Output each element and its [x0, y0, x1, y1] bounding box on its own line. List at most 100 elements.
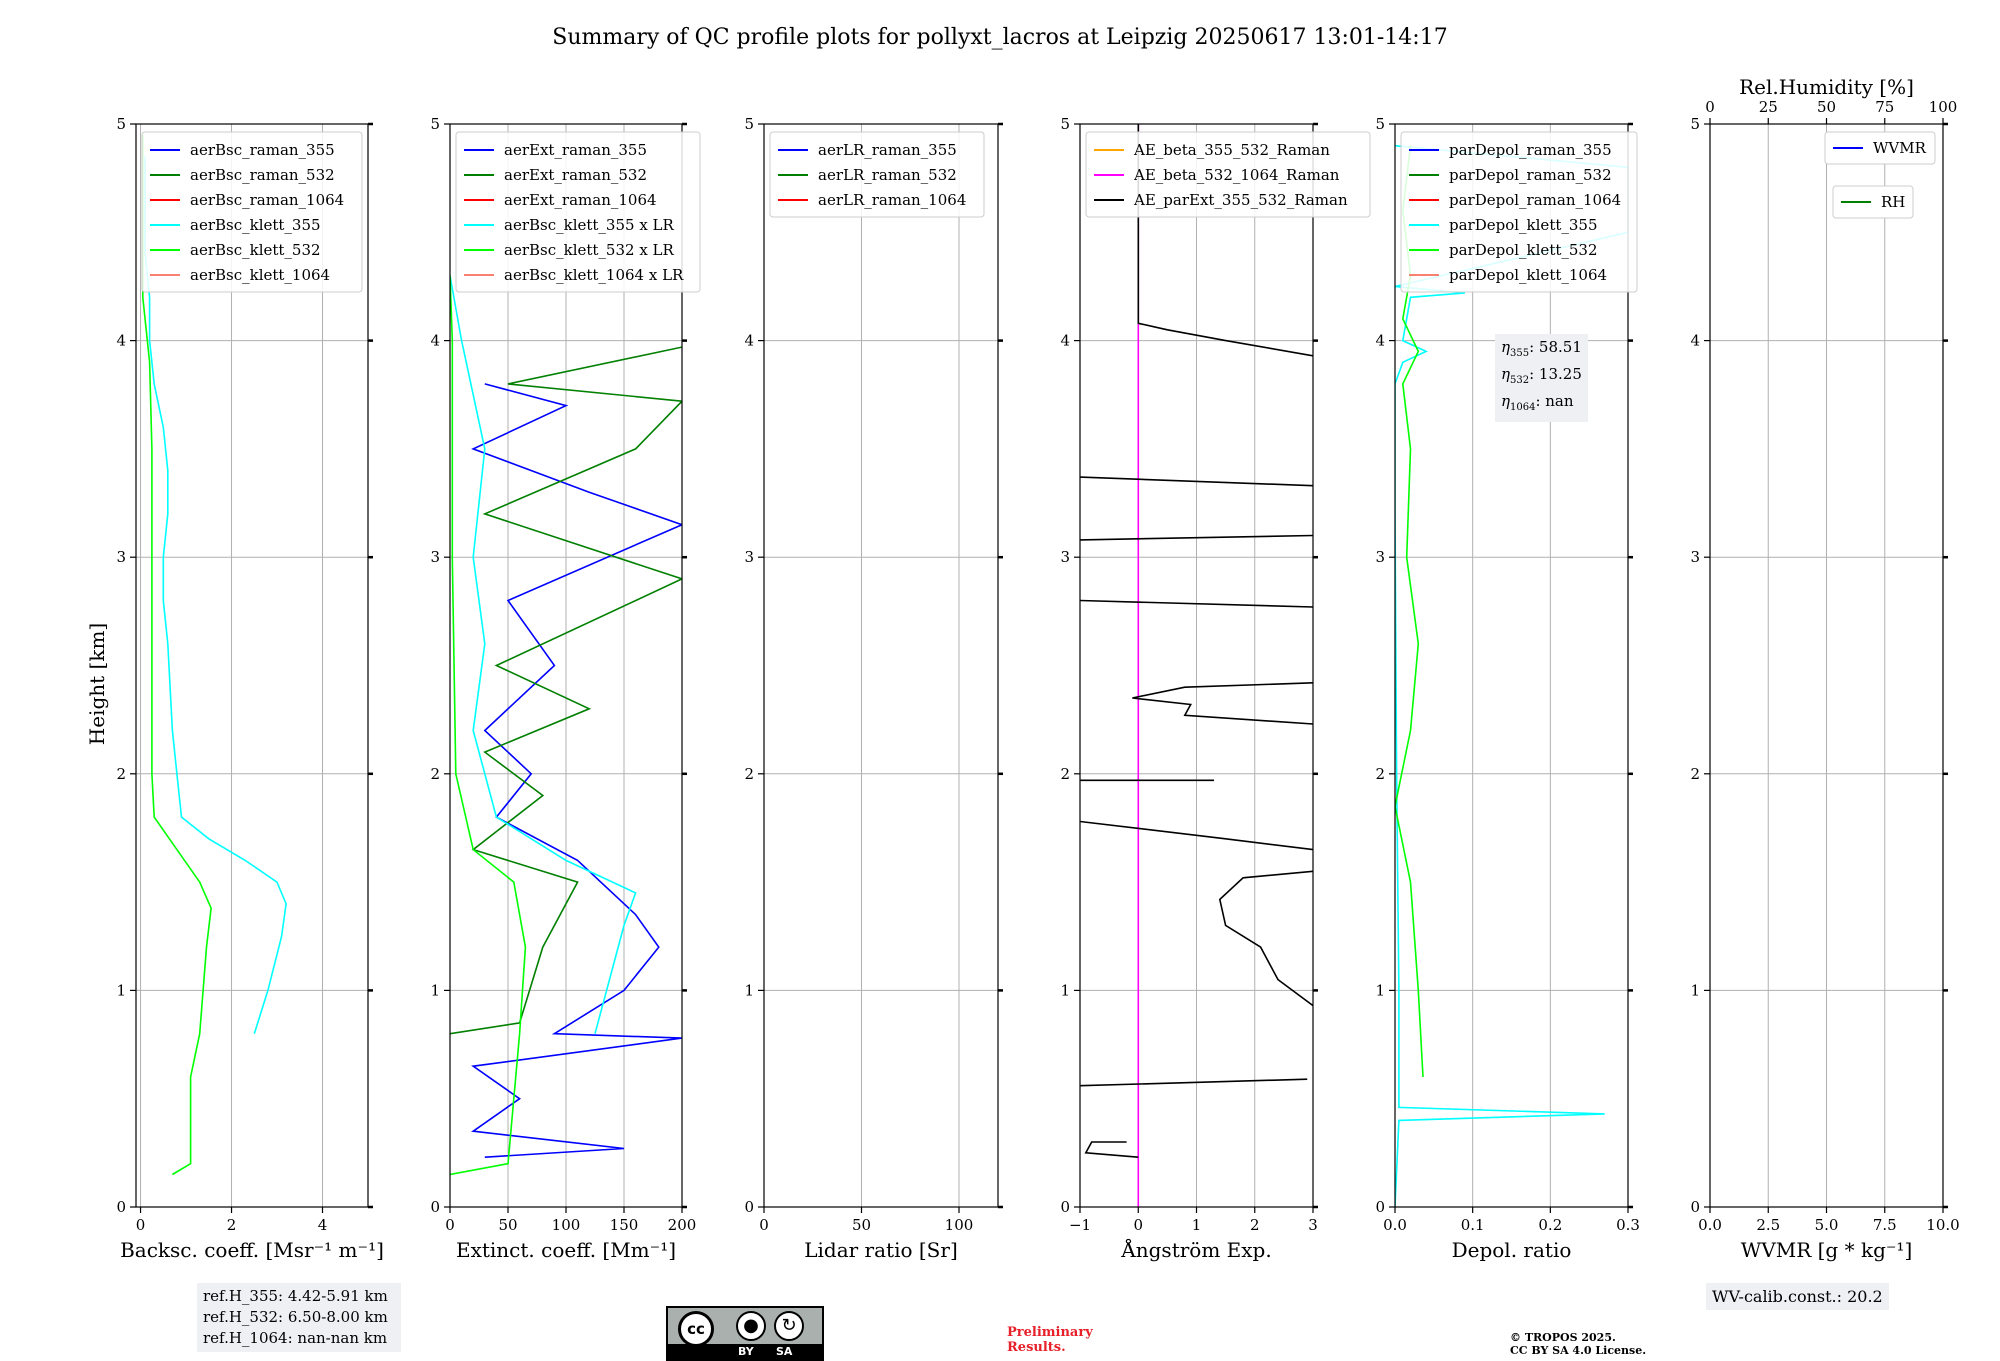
legend-label: aerLR_raman_1064 [818, 191, 966, 209]
x-tick-label: 50 [498, 1216, 517, 1234]
series-line-4 [450, 275, 527, 1176]
figure-title: Summary of QC profile plots for pollyxt_… [552, 25, 1447, 50]
y-tick-label: 2 [1690, 765, 1700, 783]
legend-label: aerBsc_klett_355 x LR [504, 216, 675, 234]
panel-6: 0 1 2 3 4 5 0.0 2.5 5.0 7.5 10.0 WVMR [g * kg⁻¹] 0 25… [1690, 75, 1959, 1262]
preliminary-line-2: Results. [1007, 1340, 1066, 1355]
x-tick-label: 0.2 [1538, 1216, 1562, 1234]
legend-label: AE_beta_532_1064_Raman [1133, 166, 1340, 184]
badge-sa-label: SA [776, 1345, 793, 1358]
legend-label: aerBsc_klett_532 [190, 241, 321, 259]
y-tick-label: 5 [116, 115, 126, 133]
y-tick-label: 0 [116, 1198, 126, 1216]
x-tick-label: 0.1 [1461, 1216, 1485, 1234]
legend-label: aerBsc_raman_532 [190, 166, 335, 184]
x2-tick-label: 0 [1705, 98, 1715, 116]
series-line-2 [450, 346, 682, 1035]
axes-frame [1394, 123, 1629, 1208]
y-tick-label: 4 [1375, 332, 1385, 350]
legend-box [1085, 131, 1371, 218]
x-tick-label: 0 [759, 1216, 769, 1234]
legend-label: aerExt_raman_532 [504, 166, 647, 184]
y-tick-label: 2 [1375, 765, 1385, 783]
x-tick-label: 2 [1250, 1216, 1260, 1234]
x-tick-label: 1 [1192, 1216, 1202, 1234]
x-tick-label: −1 [1069, 1216, 1091, 1234]
x-axis-label: WVMR [g * kg⁻¹] [1741, 1238, 1913, 1262]
legend-label: aerLR_raman_532 [818, 166, 957, 184]
y-tick-label: 1 [116, 981, 126, 999]
legend-label: aerExt_raman_355 [504, 141, 647, 159]
y-tick-label: 2 [744, 765, 754, 783]
legend-label: parDepol_klett_355 [1449, 216, 1598, 234]
legend-label: AE_beta_355_532_Raman [1133, 141, 1330, 159]
x-tick-label: 7.5 [1873, 1216, 1897, 1234]
axes-frame [763, 123, 999, 1208]
legend-label: aerLR_raman_355 [818, 141, 957, 159]
y-tick-label: 2 [430, 765, 440, 783]
series-line-1 [144, 156, 287, 1034]
legend-label: parDepol_raman_532 [1449, 166, 1612, 184]
x-tick-label: 0 [1133, 1216, 1143, 1234]
x-tick-label: 5.0 [1815, 1216, 1839, 1234]
series-line-1 [471, 383, 682, 1158]
y-tick-label: 0 [1375, 1198, 1385, 1216]
y-tick-label: 4 [430, 332, 440, 350]
x-tick-label: 0 [136, 1216, 146, 1234]
series-line-3 [1080, 1078, 1308, 1087]
y-tick-label: 2 [116, 765, 126, 783]
x-tick-label: 10.0 [1926, 1216, 1959, 1234]
x2-tick-label: 50 [1817, 98, 1836, 116]
x-axis-label: Ångström Exp. [1120, 1237, 1271, 1262]
y-tick-label: 1 [1060, 981, 1070, 999]
x-tick-label: 150 [610, 1216, 639, 1234]
refh-1064: ref.H_1064: nan-nan km [203, 1329, 388, 1347]
wv-calib-text: WV-calib.const.: 20.2 [1712, 1287, 1883, 1306]
preliminary-line-1: Preliminary [1007, 1325, 1093, 1340]
x-axis-label: Lidar ratio [Sr] [804, 1238, 958, 1262]
y-tick-label: 0 [744, 1198, 754, 1216]
eta-1064: η1064: nan [1501, 392, 1574, 413]
legend-label: parDepol_klett_1064 [1449, 266, 1607, 284]
by-person-icon: ● [736, 1311, 766, 1341]
refh-532: ref.H_532: 6.50-8.00 km [203, 1308, 388, 1326]
y-tick-label: 1 [744, 981, 754, 999]
legend-label: parDepol_raman_1064 [1449, 191, 1621, 209]
legend-label: RH [1881, 193, 1905, 211]
sa-circle-icon: ↻ [774, 1311, 804, 1341]
y-tick-label: 4 [744, 332, 754, 350]
series-line-1 [1395, 144, 1628, 1207]
preliminary-results-note: Preliminary Results. [1007, 1325, 1093, 1355]
y-tick-label: 5 [1375, 115, 1385, 133]
copyright-line-2: CC BY SA 4.0 License. [1510, 1344, 1647, 1357]
legend-box [1400, 131, 1638, 293]
y-tick-label: 0 [430, 1198, 440, 1216]
legend-label: aerBsc_klett_355 [190, 216, 321, 234]
x-tick-label: 4 [318, 1216, 328, 1234]
y-tick-label: 3 [744, 548, 754, 566]
x2-tick-label: 100 [1929, 98, 1958, 116]
x-tick-label: 0.3 [1616, 1216, 1640, 1234]
legend-box [1832, 185, 1914, 219]
series-line-10 [1080, 476, 1313, 487]
y-tick-label: 3 [116, 548, 126, 566]
x-tick-label: 100 [945, 1216, 974, 1234]
series-line-4 [1218, 870, 1313, 1007]
y-tick-label: 3 [1060, 548, 1070, 566]
x-tick-label: 2.5 [1756, 1216, 1780, 1234]
legend-label: parDepol_klett_532 [1449, 241, 1598, 259]
eta-box: η355: 58.51 η532: 13.25 η1064: nan [1495, 334, 1588, 422]
y-tick-label: 4 [1690, 332, 1700, 350]
axes-frame [135, 123, 369, 1208]
series-line-11 [1137, 124, 1313, 357]
x-axis-label: Extinct. coeff. [Mm⁻¹] [456, 1238, 676, 1262]
refh-355: ref.H_355: 4.42-5.91 km [203, 1287, 388, 1305]
x2-tick-label: 75 [1875, 98, 1894, 116]
legend-box [141, 131, 363, 293]
cc-logo-icon: cc [678, 1311, 714, 1347]
x-tick-label: 0.0 [1698, 1216, 1722, 1234]
eta-532: η532: 13.25 [1501, 365, 1582, 386]
y-tick-label: 5 [430, 115, 440, 133]
y-tick-label: 3 [1690, 548, 1700, 566]
y-tick-label: 1 [1375, 981, 1385, 999]
